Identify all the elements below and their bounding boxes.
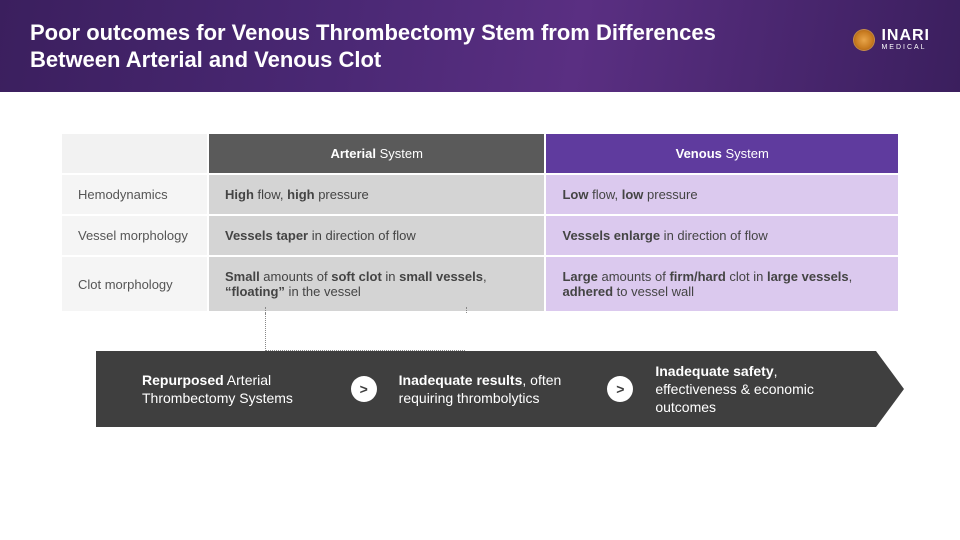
content-area: Arterial System Venous System Hemodynami…	[0, 92, 960, 427]
slide-header: Poor outcomes for Venous Thrombectomy St…	[0, 0, 960, 92]
cell-venous: Large amounts of firm/hard clot in large…	[546, 257, 898, 311]
chevron-right-icon: >	[351, 376, 377, 402]
connector-line	[265, 313, 465, 351]
page-title: Poor outcomes for Venous Thrombectomy St…	[30, 19, 730, 74]
col-header-arterial-bold: Arterial	[330, 146, 376, 161]
table-row: Clot morphology Small amounts of soft cl…	[62, 257, 898, 311]
row-label: Hemodynamics	[62, 175, 207, 214]
col-header-venous: Venous System	[546, 134, 898, 173]
cell-venous: Low flow, low pressure	[546, 175, 898, 214]
cell-arterial: High flow, high pressure	[209, 175, 544, 214]
table-row: Hemodynamics High flow, high pressure Lo…	[62, 175, 898, 214]
table-row: Vessel morphology Vessels taper in direc…	[62, 216, 898, 255]
logo-emblem-icon	[853, 29, 875, 51]
row-label: Clot morphology	[62, 257, 207, 311]
brand-logo: INARI MEDICAL	[853, 28, 930, 51]
col-header-venous-bold: Venous	[676, 146, 722, 161]
cell-arterial: Small amounts of soft clot in small vess…	[209, 257, 544, 311]
table-header-row: Arterial System Venous System	[62, 134, 898, 173]
col-header-venous-rest: System	[722, 146, 769, 161]
flow-banner: Repurposed Arterial Thrombectomy Systems…	[96, 351, 876, 427]
logo-sub: MEDICAL	[881, 44, 930, 51]
chevron-right-icon: >	[607, 376, 633, 402]
comparison-table: Arterial System Venous System Hemodynami…	[60, 132, 900, 313]
flow-seg-1: Repurposed Arterial Thrombectomy Systems	[132, 371, 339, 407]
cell-venous: Vessels enlarge in direction of flow	[546, 216, 898, 255]
logo-main: INARI	[881, 28, 930, 44]
flow-seg-2: Inadequate results, often requiring thro…	[389, 371, 596, 407]
row-label: Vessel morphology	[62, 216, 207, 255]
flow-seg-3: Inadequate safety, effectiveness & econo…	[645, 362, 852, 417]
cell-arterial: Vessels taper in direction of flow	[209, 216, 544, 255]
logo-text: INARI MEDICAL	[881, 28, 930, 51]
table-corner	[62, 134, 207, 173]
col-header-arterial-rest: System	[376, 146, 423, 161]
col-header-arterial: Arterial System	[209, 134, 544, 173]
